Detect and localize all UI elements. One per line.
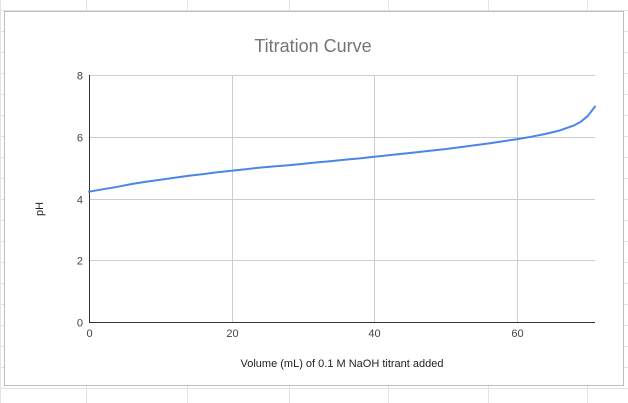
x-tick-label: 60	[511, 328, 523, 340]
y-axis-title: pH	[34, 202, 46, 216]
grid-lines	[89, 75, 595, 323]
series-layer	[88, 105, 596, 193]
chart-title: Titration Curve	[254, 36, 371, 56]
y-tick-label: 0	[77, 318, 83, 330]
chart: Titration Curve 0 2 4 6 8 0 20 40 60 Volume (mL…	[34, 36, 596, 370]
x-tick-label: 20	[226, 328, 238, 340]
series-line	[88, 105, 596, 193]
y-tick-label: 8	[77, 71, 83, 83]
y-tick-label: 4	[77, 195, 83, 207]
x-tick-label: 0	[86, 328, 92, 340]
chart-card[interactable]: Titration Curve 0 2 4 6 8 0 20 40 60 Volume (mL…	[4, 11, 624, 386]
x-tick-labels: 0 20 40 60	[86, 328, 523, 340]
y-tick-label: 6	[77, 133, 83, 145]
y-tick-labels: 0 2 4 6 8	[77, 71, 83, 330]
x-tick-label: 40	[368, 328, 380, 340]
y-tick-label: 2	[77, 256, 83, 268]
x-axis-title: Volume (mL) of 0.1 M NaOH titrant added	[241, 358, 444, 370]
